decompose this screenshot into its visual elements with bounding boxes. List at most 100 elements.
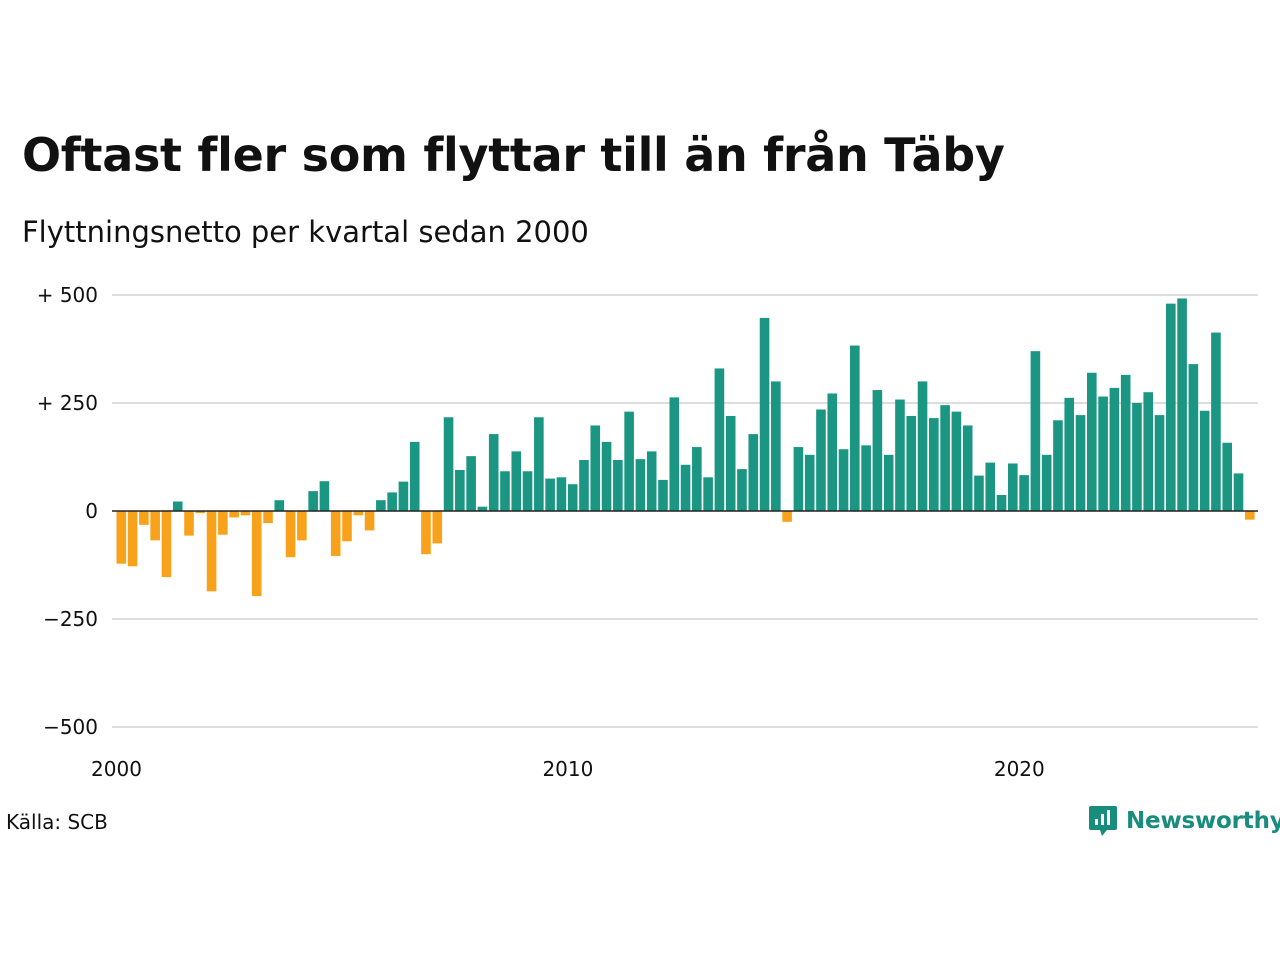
bar [669, 397, 680, 511]
bar [929, 418, 939, 511]
bar [883, 454, 894, 511]
y-tick-label: −500 [43, 715, 98, 739]
bar [127, 511, 138, 567]
bar [274, 500, 285, 511]
bar [477, 506, 488, 511]
bar [556, 477, 567, 511]
bar [184, 511, 194, 536]
bar [985, 462, 996, 511]
bar [579, 460, 589, 511]
bar [545, 478, 555, 511]
bar [624, 411, 634, 511]
bar [342, 511, 352, 542]
bar [1233, 473, 1244, 511]
y-tick-label: + 500 [37, 283, 98, 307]
bar [816, 409, 826, 511]
y-tick-label: 0 [85, 499, 98, 523]
bar [319, 481, 330, 511]
bar [398, 481, 409, 511]
bar [172, 501, 183, 511]
bar [895, 399, 905, 511]
bar [567, 484, 578, 511]
bar [308, 491, 318, 511]
bar [714, 368, 725, 511]
brand-logo: Newsworthy [1088, 804, 1280, 838]
bar [1030, 351, 1041, 511]
bar [421, 511, 431, 555]
bar [240, 511, 251, 516]
y-tick-labels: + 500 + 250 0 −250 −500 [37, 283, 98, 739]
bar [827, 393, 838, 511]
bar [1188, 364, 1199, 511]
bar [263, 511, 273, 524]
bar [116, 511, 127, 564]
x-tick-label: 2000 [91, 757, 142, 781]
bar [759, 317, 770, 511]
bar [1019, 475, 1029, 511]
bar [680, 464, 691, 511]
bar [511, 451, 522, 511]
bar [1211, 332, 1221, 511]
chart-subtitle: Flyttningsnetto per kvartal sedan 2000 [22, 215, 589, 249]
bar [996, 495, 1007, 511]
bar [455, 469, 465, 511]
bar [725, 415, 736, 511]
bar [872, 390, 883, 511]
newsworthy-logo-icon [1089, 806, 1117, 836]
bar [376, 500, 386, 511]
bar [534, 417, 544, 511]
bar [500, 471, 510, 511]
bar [1143, 392, 1154, 511]
bar [962, 425, 973, 511]
x-tick-labels: 2000 2010 2020 [91, 757, 1045, 781]
bars [116, 298, 1255, 597]
bar [974, 475, 984, 511]
bar [658, 479, 668, 511]
bar [206, 511, 217, 592]
bar [838, 449, 849, 511]
bar [139, 511, 149, 525]
bar [613, 460, 623, 511]
bar [432, 511, 443, 544]
bar [1166, 303, 1176, 511]
bar [940, 405, 950, 511]
bar [1222, 442, 1233, 511]
brand-name: Newsworthy [1126, 808, 1280, 834]
bar [218, 511, 228, 535]
bar [364, 511, 375, 531]
bar [1098, 396, 1108, 511]
bar [195, 511, 206, 514]
bar [1199, 410, 1210, 511]
bar [771, 381, 781, 511]
bar [646, 451, 657, 511]
bar [601, 441, 612, 511]
bar [285, 511, 296, 558]
y-tick-label: + 250 [37, 391, 98, 415]
bar [793, 447, 804, 511]
bar [1064, 397, 1075, 511]
bar [590, 425, 601, 511]
y-tick-label: −250 [43, 607, 98, 631]
bar [161, 511, 172, 578]
bar [737, 469, 747, 511]
bar [330, 511, 341, 556]
bar [443, 417, 454, 511]
bar [387, 492, 397, 511]
bar [1041, 454, 1052, 511]
chart-title: Oftast fler som flyttar till än från Täb… [22, 128, 1005, 182]
bar [1109, 387, 1120, 511]
bar [1177, 298, 1187, 511]
x-tick-label: 2010 [542, 757, 593, 781]
bar [251, 511, 262, 597]
bar [917, 381, 928, 511]
bar [951, 411, 962, 511]
bar [703, 477, 713, 511]
bar [804, 454, 815, 511]
bar [1087, 372, 1097, 511]
bar [466, 456, 476, 511]
bar [150, 511, 160, 541]
bar [1154, 415, 1165, 511]
x-tick-label: 2020 [994, 757, 1045, 781]
bar [297, 511, 307, 541]
